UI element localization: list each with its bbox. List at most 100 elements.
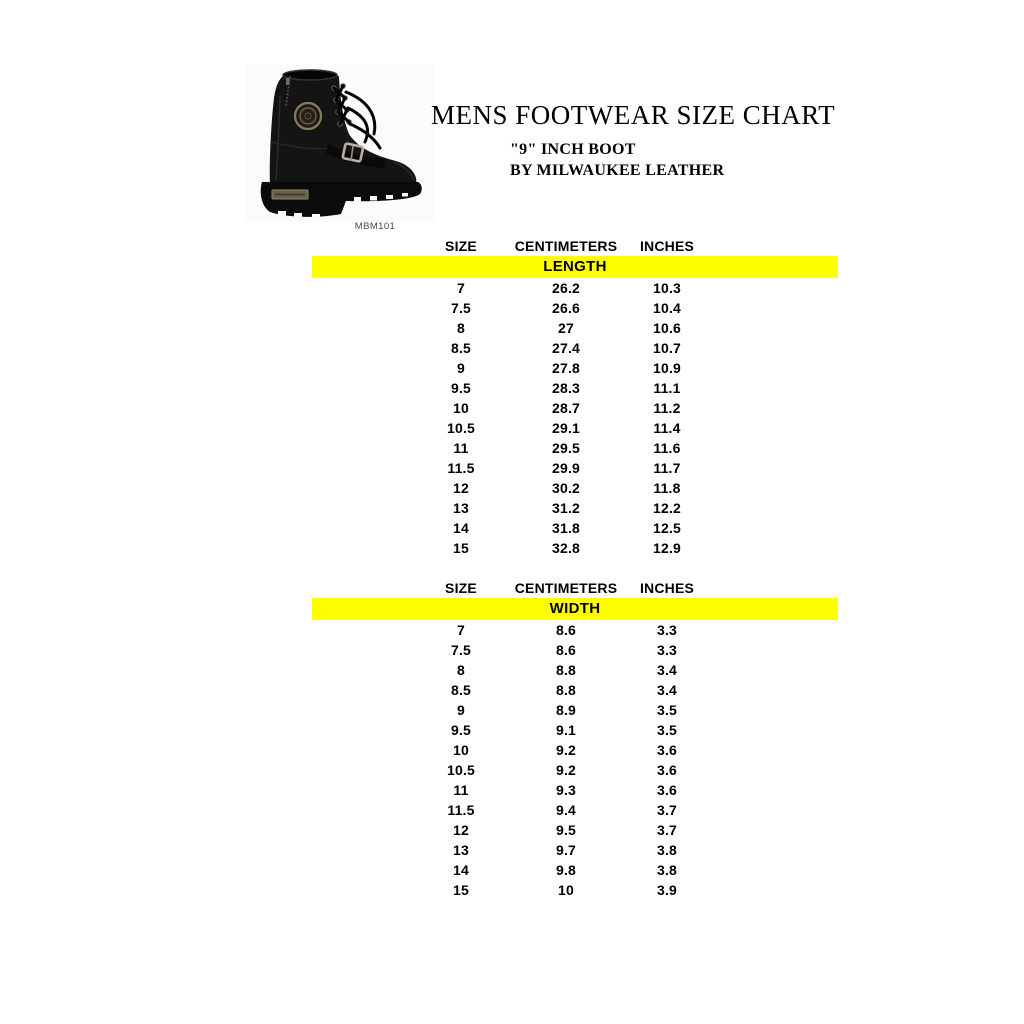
cell: 10 xyxy=(453,742,469,758)
table-row: 8.5 27.4 10.7 xyxy=(312,338,838,358)
cell: 9.7 xyxy=(555,842,577,858)
table-row: 12 9.5 3.7 xyxy=(312,820,838,840)
cell: 8.8 xyxy=(555,682,577,698)
cell: 9.2 xyxy=(555,742,577,758)
table-row: 10 28.7 11.2 xyxy=(312,398,838,418)
length-table: SIZE CENTIMETERS INCHES LENGTH 7 26.2 10.3 7.5 2… xyxy=(312,236,838,558)
cell: 10 xyxy=(453,400,469,416)
cell: 3.9 xyxy=(656,882,678,898)
cell: 27.8 xyxy=(551,360,581,376)
cell: 26.6 xyxy=(551,300,581,316)
column-header: CENTIMETERS xyxy=(514,238,618,254)
table-row: 11 9.3 3.6 xyxy=(312,780,838,800)
cell: 12.2 xyxy=(652,500,682,516)
cell: 8.6 xyxy=(555,642,577,658)
cell: 15 xyxy=(453,540,469,556)
cell: 32.8 xyxy=(551,540,581,556)
cell: 12.9 xyxy=(652,540,682,556)
cell: 3.7 xyxy=(656,822,678,838)
cell: 28.7 xyxy=(551,400,581,416)
cell: 8.5 xyxy=(450,682,472,698)
cell: 31.2 xyxy=(551,500,581,516)
cell: 13 xyxy=(453,842,469,858)
cell: 11 xyxy=(453,782,469,798)
column-header: CENTIMETERS xyxy=(514,580,618,596)
cell: 8.8 xyxy=(555,662,577,678)
table-row: 9 27.8 10.9 xyxy=(312,358,838,378)
cell: 30.2 xyxy=(551,480,581,496)
cell: 10.5 xyxy=(446,420,476,436)
width-table: SIZE CENTIMETERS INCHES WIDTH 7 8.6 3.3 7.5 8.6 3… xyxy=(312,578,838,900)
table-row: 11.5 9.4 3.7 xyxy=(312,800,838,820)
boot-image xyxy=(246,64,434,222)
cell: 7 xyxy=(457,280,465,296)
table-row: 7 26.2 10.3 xyxy=(312,278,838,298)
column-header-row: SIZE CENTIMETERS INCHES xyxy=(312,578,838,598)
table-row: 11.5 29.9 11.7 xyxy=(312,458,838,478)
cell: 3.5 xyxy=(656,722,678,738)
cell: 8.9 xyxy=(555,702,577,718)
cell: 8 xyxy=(457,320,465,336)
cell: 9.3 xyxy=(555,782,577,798)
cell: 11.4 xyxy=(653,420,681,436)
cell: 3.8 xyxy=(656,842,678,858)
table-row: 8 27 10.6 xyxy=(312,318,838,338)
cell: 10.9 xyxy=(652,360,682,376)
cell: 8.6 xyxy=(555,622,577,638)
cell: 11.5 xyxy=(447,802,475,818)
table-row: 7 8.6 3.3 xyxy=(312,620,838,640)
cell: 29.9 xyxy=(551,460,581,476)
table-row: 8 8.8 3.4 xyxy=(312,660,838,680)
column-header-row: SIZE CENTIMETERS INCHES xyxy=(312,236,838,256)
cell: 29.1 xyxy=(551,420,581,436)
cell: 11.7 xyxy=(653,460,681,476)
cell: 9 xyxy=(457,702,465,718)
table-row: 7.5 8.6 3.3 xyxy=(312,640,838,660)
cell: 27 xyxy=(558,320,574,336)
cell: 3.8 xyxy=(656,862,678,878)
table-row: 14 9.8 3.8 xyxy=(312,860,838,880)
table-row: 12 30.2 11.8 xyxy=(312,478,838,498)
table-row: 9.5 28.3 11.1 xyxy=(312,378,838,398)
table-row: 15 10 3.9 xyxy=(312,880,838,900)
cell: 11 xyxy=(453,440,469,456)
cell: 7.5 xyxy=(450,642,472,658)
cell: 7.5 xyxy=(450,300,472,316)
table-row: 8.5 8.8 3.4 xyxy=(312,680,838,700)
cell: 9.1 xyxy=(555,722,577,738)
subtitle-brand: BY MILWAUKEE LEATHER xyxy=(510,162,725,179)
page-title: MENS FOOTWEAR SIZE CHART xyxy=(431,100,836,130)
zipper-detail xyxy=(285,75,291,107)
column-header: INCHES xyxy=(639,580,695,596)
cell: 9.2 xyxy=(555,762,577,778)
cell: 12 xyxy=(453,480,469,496)
cell: 3.7 xyxy=(656,802,678,818)
product-photo-boot xyxy=(246,64,434,222)
cell: 9.8 xyxy=(555,862,577,878)
cell: 3.3 xyxy=(656,642,678,658)
product-code: MBM101 xyxy=(354,221,396,232)
cell: 15 xyxy=(453,882,469,898)
cell: 9.4 xyxy=(555,802,577,818)
cell: 9 xyxy=(457,360,465,376)
cell: 14 xyxy=(453,520,469,536)
cell: 11.6 xyxy=(653,440,681,456)
cell: 10.7 xyxy=(652,340,682,356)
cell: 12.5 xyxy=(652,520,682,536)
cell: 10 xyxy=(558,882,574,898)
cell: 8 xyxy=(457,662,465,678)
cell: 10.6 xyxy=(652,320,682,336)
column-header: SIZE xyxy=(445,580,477,596)
cell: 9.5 xyxy=(555,822,577,838)
cell: 3.3 xyxy=(656,622,678,638)
brand-medallion xyxy=(293,101,323,131)
column-header: SIZE xyxy=(445,238,477,254)
boot-sole xyxy=(260,182,422,218)
cell: 3.5 xyxy=(656,702,678,718)
cell: 3.6 xyxy=(656,782,678,798)
column-header: INCHES xyxy=(639,238,695,254)
section-highlight-length: LENGTH xyxy=(312,256,838,278)
cell: 10.3 xyxy=(652,280,682,296)
table-row: 13 31.2 12.2 xyxy=(312,498,838,518)
